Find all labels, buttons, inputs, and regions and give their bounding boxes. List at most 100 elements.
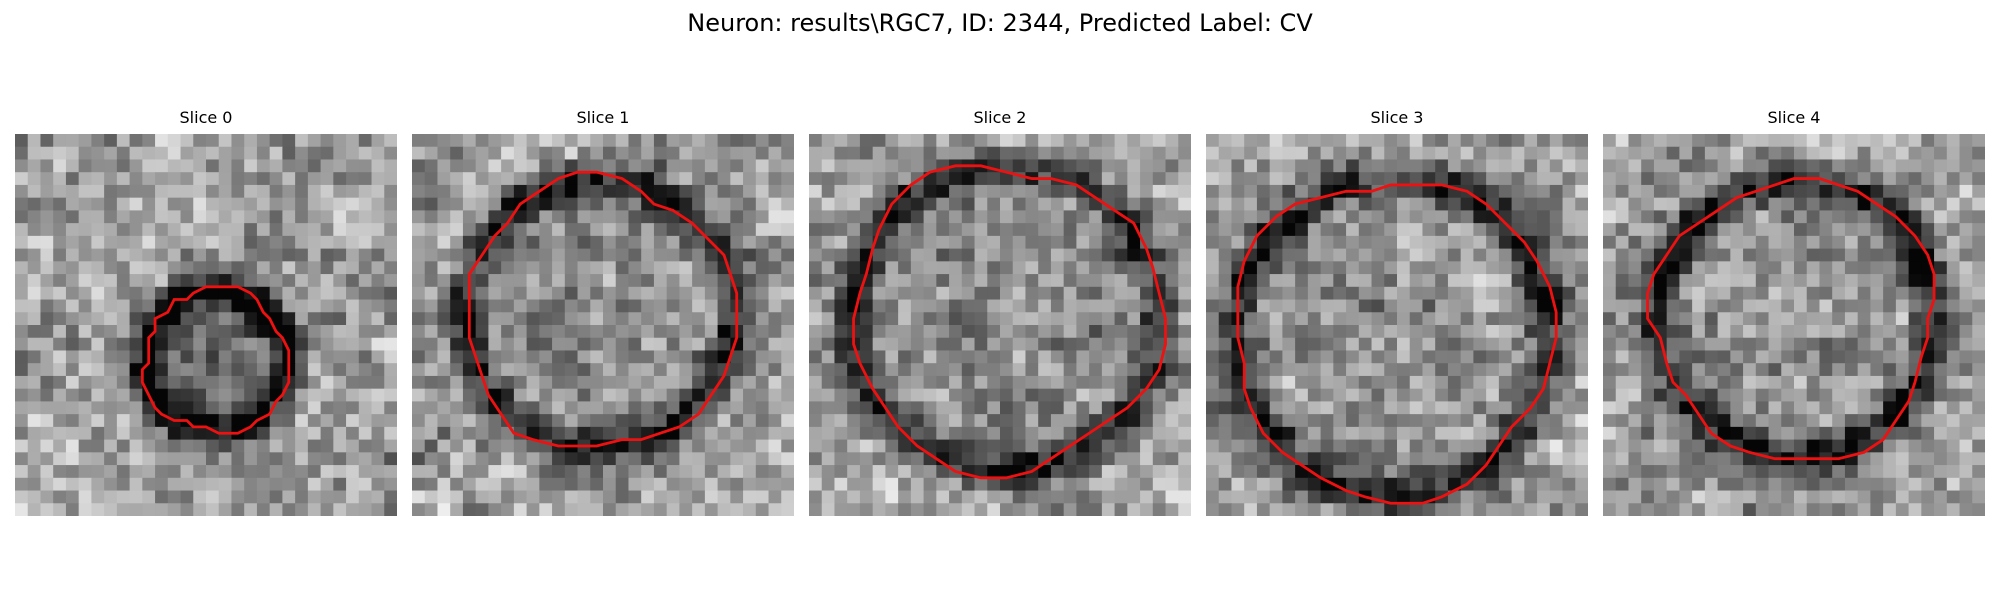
pixel	[1333, 210, 1347, 224]
pixel	[1692, 134, 1706, 148]
pixel	[1063, 414, 1077, 428]
pixel	[91, 490, 105, 504]
pixel	[424, 452, 438, 466]
pixel	[615, 274, 629, 288]
pixel	[501, 325, 515, 339]
pixel	[78, 134, 92, 148]
slice-panel-3: Slice 3	[1206, 104, 1588, 520]
pixel	[424, 490, 438, 504]
pixel	[1819, 439, 1833, 453]
pixel	[295, 184, 309, 199]
pixel	[320, 426, 334, 441]
pixel	[91, 401, 105, 415]
pixel	[615, 350, 629, 364]
pixel	[1755, 439, 1770, 453]
pixel	[1346, 325, 1360, 339]
pixel	[129, 248, 143, 262]
pixel	[1422, 210, 1436, 224]
pixel	[167, 452, 182, 466]
pixel	[1218, 452, 1232, 466]
pixel	[1397, 350, 1411, 364]
pixel	[475, 426, 489, 441]
pixel	[384, 197, 397, 211]
pixel	[641, 146, 655, 160]
pixel	[333, 350, 347, 364]
pixel	[1511, 248, 1525, 262]
pixel	[936, 299, 950, 313]
pixel	[1114, 299, 1128, 313]
pixel	[1333, 439, 1347, 453]
pixel	[1908, 274, 1922, 288]
pixel	[27, 503, 41, 516]
pixel	[40, 159, 54, 173]
pixel	[1307, 452, 1322, 466]
pixel	[949, 414, 963, 428]
pixel	[1025, 210, 1039, 224]
pixel	[590, 325, 604, 339]
pixel	[1575, 286, 1588, 301]
pixel	[488, 452, 502, 466]
pixel	[1076, 235, 1090, 250]
slice-panel-0: Slice 0	[15, 104, 397, 520]
pixel	[1575, 197, 1588, 211]
pixel	[424, 312, 438, 326]
pixel	[1743, 312, 1757, 326]
pixel	[295, 286, 309, 301]
pixel	[1498, 401, 1513, 415]
pixel	[1946, 414, 1961, 428]
pixel	[1473, 210, 1487, 224]
pixel	[1972, 490, 1985, 504]
pixel	[847, 375, 861, 390]
pixel	[1908, 401, 1922, 415]
pixel	[462, 261, 477, 275]
pixel	[1895, 286, 1910, 301]
pixel	[1000, 248, 1014, 262]
pixel	[847, 172, 861, 186]
pixel	[1038, 477, 1052, 492]
pixel	[539, 210, 553, 224]
pixel	[282, 490, 296, 504]
pixel	[1422, 503, 1436, 516]
pixel	[743, 223, 757, 237]
pixel	[384, 159, 397, 173]
pixel	[231, 274, 245, 288]
pixel	[898, 223, 912, 237]
pixel	[116, 350, 131, 364]
pixel	[384, 337, 397, 351]
pixel	[1575, 248, 1588, 262]
pixel	[282, 465, 296, 479]
pixel	[231, 146, 245, 160]
pixel	[116, 274, 131, 288]
pixel	[1282, 490, 1296, 504]
pixel	[821, 363, 835, 377]
pixel	[781, 337, 794, 351]
pixel	[539, 401, 553, 415]
pixel	[1743, 350, 1757, 364]
pixel	[1832, 235, 1846, 250]
pixel	[755, 286, 770, 301]
pixel	[1089, 286, 1103, 301]
pixel	[1870, 223, 1884, 237]
pixel	[307, 426, 322, 441]
pixel	[1244, 312, 1258, 326]
pixel	[346, 312, 360, 326]
pixel	[450, 299, 464, 313]
pixel	[1575, 490, 1588, 504]
pixel	[1615, 401, 1629, 415]
pixel	[859, 465, 874, 479]
pixel	[1435, 477, 1449, 492]
pixel	[1486, 286, 1500, 301]
pixel	[1435, 274, 1449, 288]
pixel	[1819, 477, 1833, 492]
pixel	[358, 337, 373, 351]
pixel	[885, 172, 899, 186]
pixel	[384, 299, 397, 313]
pixel	[142, 426, 156, 441]
pixel	[1653, 452, 1668, 466]
pixel	[936, 274, 950, 288]
pixel	[1959, 159, 1973, 173]
pixel	[180, 452, 194, 466]
pixel	[936, 223, 950, 237]
pixel	[1870, 172, 1884, 186]
pixel	[295, 325, 309, 339]
